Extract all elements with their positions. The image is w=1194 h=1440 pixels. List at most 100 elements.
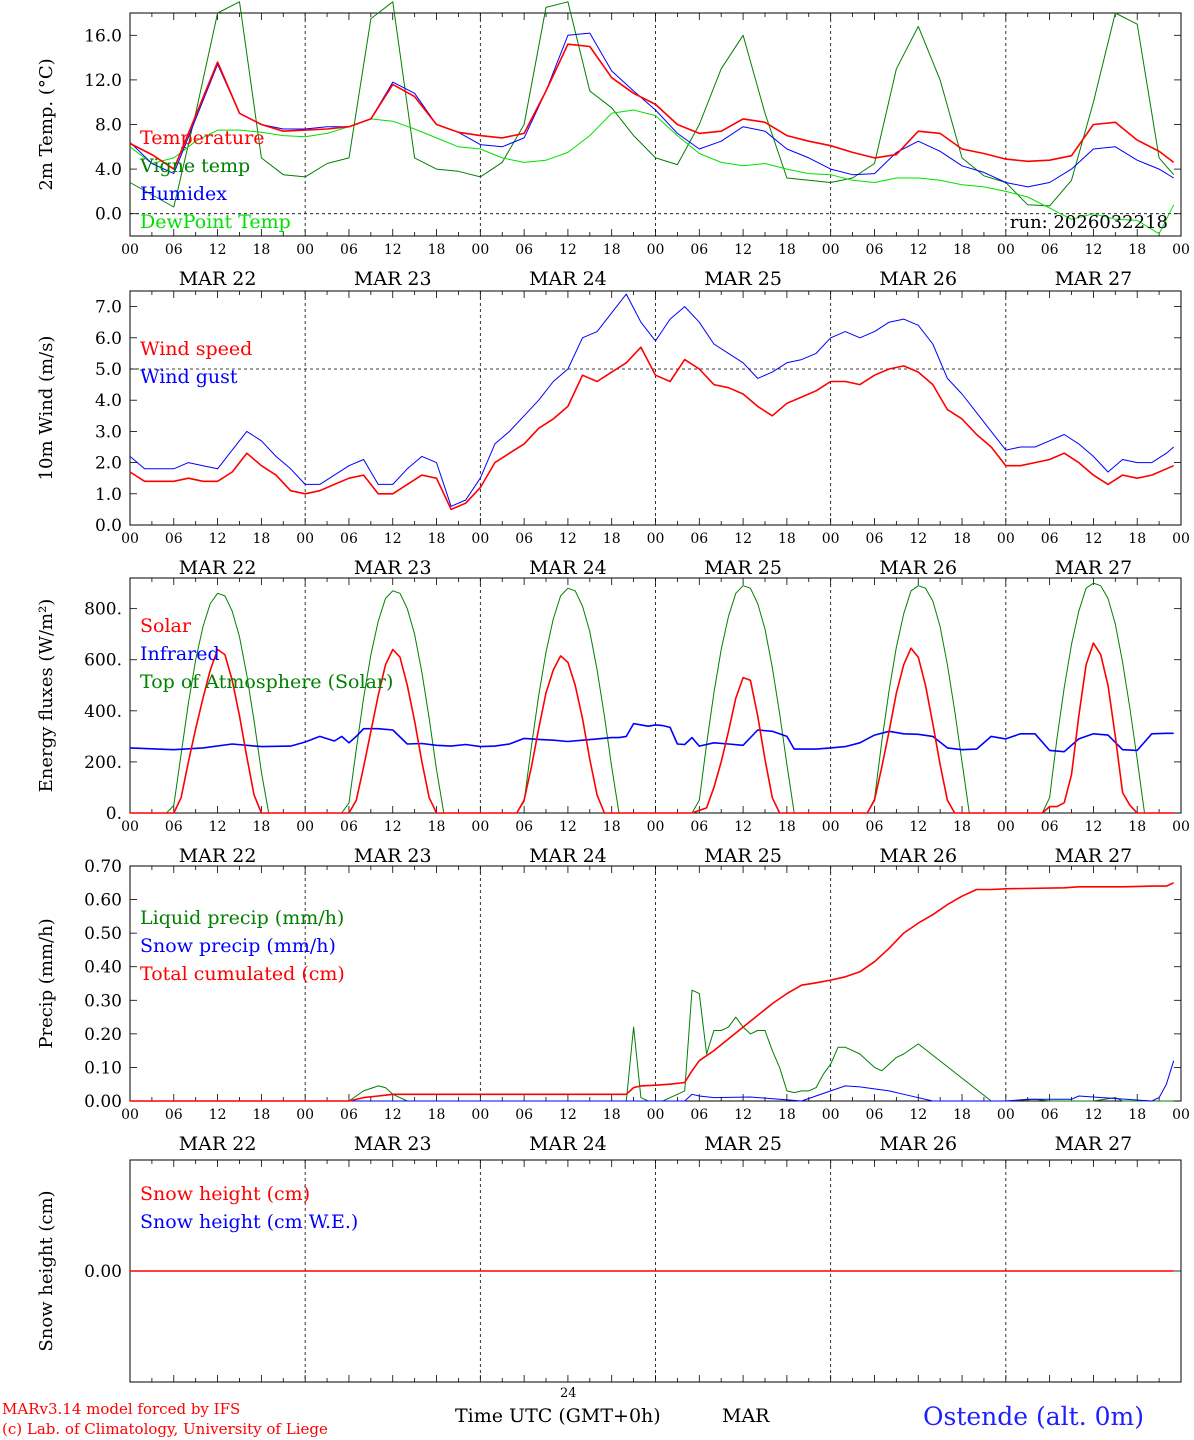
x-day-label: MAR 24 — [529, 1133, 607, 1155]
x-hour-label: 12 — [909, 531, 927, 547]
legend-entry: Vigne temp — [139, 155, 250, 177]
y-tick-label: 12.0 — [84, 71, 122, 91]
x-hour-label: 00 — [1172, 819, 1190, 835]
x-hour-label: 12 — [909, 1107, 927, 1123]
series-line-snow-precip-mm-h- — [130, 1060, 1175, 1102]
x-hour-label: 06 — [866, 1107, 884, 1123]
x-day-label: MAR 25 — [704, 1133, 782, 1155]
legend-entry: Solar — [140, 615, 192, 637]
series-line-vigne-temp — [129, 1, 1175, 208]
x-day-label: MAR 27 — [1055, 557, 1133, 579]
x-hour-label: 12 — [559, 242, 577, 258]
panel-temp: 0.0 4.0 8.0 12.0 16.0 2m Temp. (°C) Temperatur… — [36, 1, 1190, 290]
x-hour-label: 00 — [822, 1107, 840, 1123]
series-line-wind-speed — [129, 346, 1175, 511]
panel-snow: 0.00 Snow height (cm) Snow height (cm) Snow… — [36, 1159, 1182, 1383]
panel-precip: 0.00 0.10 0.20 0.30 0.40 0.50 0.60 0.70 Precip (… — [36, 857, 1190, 1155]
x-hour-label: 12 — [1085, 1107, 1103, 1123]
x-day-label: MAR 22 — [179, 1133, 257, 1155]
x-hour-label: 18 — [1128, 819, 1146, 835]
y-axis-title: Snow height (cm) — [36, 1190, 57, 1351]
x-hour-label: 18 — [252, 242, 270, 258]
x-day-label: MAR 26 — [879, 268, 957, 290]
x-hour-label: 00 — [471, 242, 489, 258]
x-hour-label: 00 — [471, 1107, 489, 1123]
y-tick-label: 400. — [84, 702, 122, 722]
x-hour-label: 12 — [209, 531, 227, 547]
x-hour-label: 18 — [953, 531, 971, 547]
legend-entry: Snow precip (mm/h) — [140, 935, 336, 957]
station-name: Ostende (alt. 0m) — [923, 1402, 1144, 1431]
x-hour-label: 18 — [778, 242, 796, 258]
y-tick-label: 0.40 — [84, 958, 122, 978]
x-hour-label: 06 — [340, 531, 358, 547]
x-hour-label: 12 — [559, 531, 577, 547]
x-hour-label: 18 — [428, 531, 446, 547]
time-axis-label: Time UTC (GMT+0h) — [455, 1405, 661, 1427]
x-hour-label: 18 — [428, 1107, 446, 1123]
x-hour-label: 00 — [822, 531, 840, 547]
y-tick-label: 0.00 — [84, 1092, 122, 1112]
x-hour-label: 06 — [165, 819, 183, 835]
x-day-label: MAR 23 — [354, 557, 432, 579]
x-hour-label: 00 — [1172, 531, 1190, 547]
x-hour-label: 18 — [1128, 242, 1146, 258]
x-hour-label: 18 — [953, 819, 971, 835]
x-hour-label: 06 — [1041, 819, 1059, 835]
x-hour-label: 00 — [296, 1107, 314, 1123]
x-hour-label: 06 — [340, 1107, 358, 1123]
x-hour-label: 00 — [121, 531, 139, 547]
x-hour-label: 12 — [209, 819, 227, 835]
x-hour-label: 18 — [778, 819, 796, 835]
x-hour-label: 18 — [603, 1107, 621, 1123]
y-axis-title: Energy fluxes (W/m²) — [36, 599, 57, 793]
x-day-label: MAR 25 — [704, 268, 782, 290]
x-hour-label: 00 — [296, 819, 314, 835]
x-hour-label: 18 — [428, 242, 446, 258]
y-tick-label: 2.0 — [95, 454, 122, 474]
series-line-humidex — [129, 32, 1174, 188]
x-hour-label: 00 — [647, 531, 665, 547]
legend-entry: Total cumulated (cm) — [140, 963, 345, 985]
x-hour-label: 12 — [1085, 242, 1103, 258]
x-hour-label: 12 — [559, 1107, 577, 1123]
x-hour-label: 18 — [603, 242, 621, 258]
x-hour-label: 00 — [647, 242, 665, 258]
x-hour-label: 12 — [734, 1107, 752, 1123]
y-tick-label: 0.20 — [84, 1025, 122, 1045]
x-hour-label: 12 — [384, 1107, 402, 1123]
legend-entry: Infrared — [140, 643, 220, 665]
legend-entry: Top of Atmosphere (Solar) — [140, 671, 393, 693]
x-hour-label: 06 — [866, 531, 884, 547]
legend-entry: Snow height (cm) — [140, 1183, 310, 1205]
legend-entry: Liquid precip (mm/h) — [140, 907, 344, 929]
x-hour-label: 06 — [866, 819, 884, 835]
y-tick-label: 0.0 — [95, 205, 122, 225]
x-hour-label: 06 — [690, 1107, 708, 1123]
legend-entry: DewPoint Temp — [140, 211, 291, 233]
x-day-label: MAR 22 — [179, 268, 257, 290]
model-credit: MARv3.14 model forced by IFS — [2, 1400, 241, 1418]
y-tick-label: 0.70 — [84, 857, 122, 877]
y-axis-title: Precip (mm/h) — [36, 918, 57, 1048]
x-hour-label: 06 — [515, 819, 533, 835]
y-tick-label: 1.0 — [95, 485, 122, 505]
x-hour-label: 06 — [340, 242, 358, 258]
footer-day-number: 24 — [560, 1386, 577, 1401]
x-hour-label: 06 — [1041, 531, 1059, 547]
x-hour-label: 18 — [252, 819, 270, 835]
x-hour-label: 06 — [165, 242, 183, 258]
x-hour-label: 00 — [121, 242, 139, 258]
legend-entry: Humidex — [140, 183, 227, 205]
x-hour-label: 12 — [559, 819, 577, 835]
x-day-label: MAR 26 — [879, 1133, 957, 1155]
x-hour-label: 06 — [866, 242, 884, 258]
x-hour-label: 18 — [252, 1107, 270, 1123]
x-hour-label: 00 — [822, 819, 840, 835]
x-hour-label: 00 — [121, 819, 139, 835]
x-hour-label: 06 — [1041, 242, 1059, 258]
x-day-label: MAR 25 — [704, 845, 782, 867]
x-day-label: MAR 22 — [179, 845, 257, 867]
x-day-label: MAR 23 — [354, 1133, 432, 1155]
